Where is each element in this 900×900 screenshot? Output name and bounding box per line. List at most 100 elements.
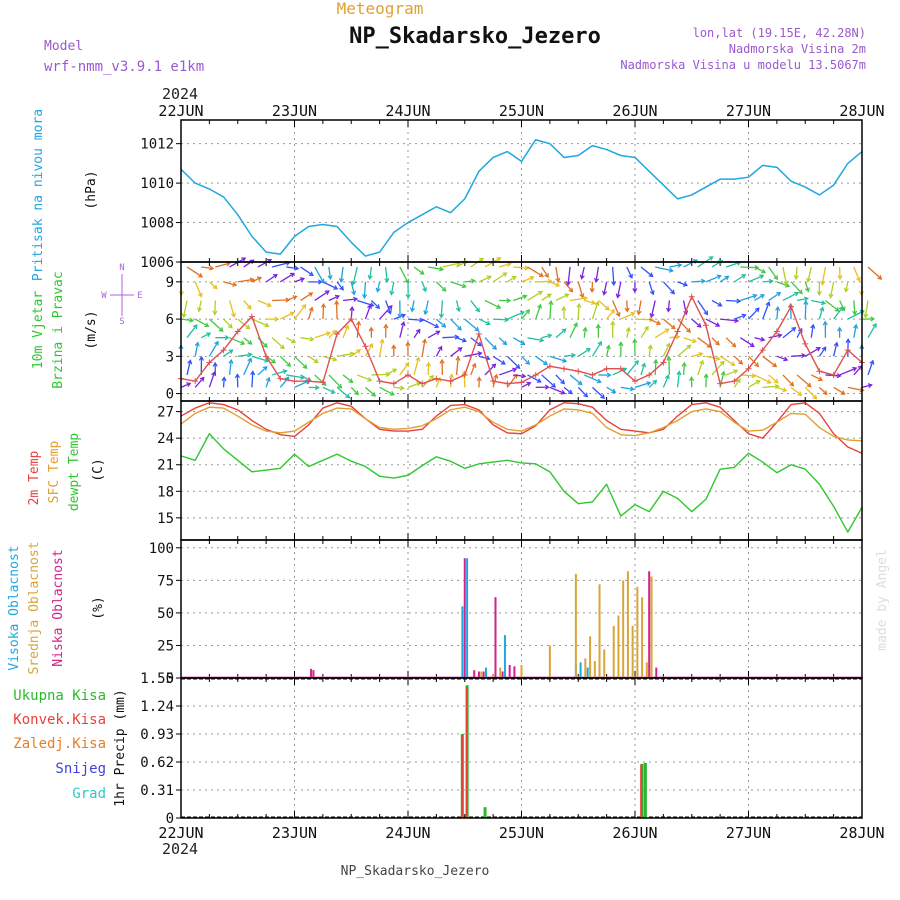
wind-arrow	[580, 266, 585, 279]
wind-arrow	[208, 318, 224, 332]
wind-arrow	[861, 384, 872, 388]
wind-arrow	[336, 386, 350, 399]
wind-arrow-head	[399, 385, 405, 391]
wind-arrow	[867, 323, 877, 339]
wind-arrow	[640, 326, 649, 339]
wind-arrow	[271, 337, 285, 349]
wind-arrow-head	[649, 290, 655, 296]
wind-arrow-head	[806, 382, 812, 388]
wind-arrow-head	[477, 351, 483, 357]
wind-arrow	[811, 299, 826, 305]
model-label: Model	[44, 39, 83, 54]
wind-arrow	[314, 266, 325, 283]
wind-arrow	[407, 318, 424, 321]
wind-arrow	[215, 262, 231, 268]
wind-arrow	[677, 281, 688, 286]
wind-arrow-head	[579, 293, 585, 299]
dewpt-ylabel: dewpt Temp	[67, 433, 82, 511]
wind-arrow-head	[867, 383, 873, 389]
wind-arrow-head	[718, 260, 724, 265]
wind-arrow-head	[606, 372, 612, 378]
mid-cloud-bar	[492, 674, 495, 678]
clouds-ytick-label: 75	[157, 573, 174, 589]
wind-arrow	[748, 307, 760, 320]
wind-arrow-head	[708, 256, 714, 261]
wind-arrow	[818, 386, 828, 395]
wind-arrow-head	[797, 391, 803, 396]
wind-arrow-head	[544, 384, 550, 390]
wind-arrow-head	[773, 378, 779, 384]
wind-arrow	[640, 363, 646, 376]
wind-arrow-head	[754, 307, 760, 313]
wind-arrow	[853, 300, 856, 315]
wind-arrow-head	[561, 305, 567, 311]
wind-arrow	[754, 374, 771, 384]
wind-arrow	[605, 345, 610, 357]
wind-arrow	[223, 349, 233, 357]
wind-speed-point	[248, 313, 255, 320]
wind-arrow	[810, 324, 814, 338]
credit-watermark: made by Angel	[875, 549, 890, 651]
wind-arrow-head	[308, 292, 314, 297]
wind-speed-point	[788, 303, 795, 310]
wind-arrow	[208, 281, 218, 289]
clouds-ytick-label: 0	[166, 671, 174, 687]
wind-arrow	[294, 277, 305, 283]
wind-arrow-head	[782, 387, 788, 393]
wind-arrow-head	[561, 328, 567, 334]
wind-arrow-head	[375, 304, 381, 309]
wind-arrow-head	[262, 342, 268, 348]
sfc-ylabel: SFC Temp	[47, 441, 62, 504]
clouds-ytick-label: 25	[157, 638, 174, 654]
wind-arrow-head	[624, 307, 630, 313]
wind-arrow	[198, 300, 202, 312]
wind-arrow-head	[294, 265, 300, 271]
wind-arrow-head	[224, 335, 230, 341]
wind-arrow	[201, 266, 214, 270]
precipitation-ytick-label: 1.24	[140, 699, 174, 715]
wind-arrow-head	[611, 388, 617, 393]
wind-arrow-head	[714, 340, 720, 346]
wind-speed-point	[603, 365, 610, 372]
wind-arrow-head	[299, 277, 306, 282]
wind-arrow	[667, 300, 671, 312]
wind-arrow-head	[761, 268, 767, 274]
wind-arrow	[768, 266, 778, 280]
wind-arrow-head	[610, 320, 616, 326]
wind-arrow	[407, 382, 421, 388]
wind-arrow	[637, 300, 642, 315]
wind-arrow-head	[192, 324, 198, 330]
wind-speed-point	[717, 380, 724, 387]
wind-arrow-head	[320, 302, 326, 308]
pressure-line	[180, 138, 863, 257]
wind-arrow-head	[250, 370, 256, 376]
wind-arrow	[194, 318, 209, 327]
wind-arrow-head	[197, 292, 203, 298]
wind-arrow-head	[754, 362, 760, 368]
wind-arrow	[634, 382, 651, 388]
wind-arrow	[357, 374, 372, 382]
wind-arrow	[754, 337, 765, 341]
wind-arrow-head	[265, 376, 271, 382]
wind-arrow	[186, 324, 198, 339]
wind-arrow-head	[415, 356, 421, 362]
wind-arrow-head	[524, 265, 530, 271]
wind-arrow	[385, 300, 392, 314]
low-cloud-bar	[477, 671, 480, 678]
wind-arrow-head	[279, 344, 285, 350]
wind-arrow-head	[754, 265, 760, 271]
wind-arrow	[832, 342, 838, 357]
wind-arrow	[379, 305, 393, 320]
wind-arrow-head	[227, 323, 233, 329]
wind-arrow-head	[389, 290, 395, 296]
wind-arrow	[555, 293, 569, 302]
mid-cloud-bar	[574, 573, 577, 678]
wind-arrow-head	[602, 290, 608, 296]
wind-arrow-head	[656, 320, 662, 326]
wind-arrow	[549, 281, 560, 287]
low-cloud-bar	[463, 558, 466, 678]
wind-arrow	[711, 299, 722, 307]
wind-arrow	[513, 374, 526, 377]
wind-arrow	[804, 347, 821, 357]
wind-speed-point	[277, 375, 284, 382]
